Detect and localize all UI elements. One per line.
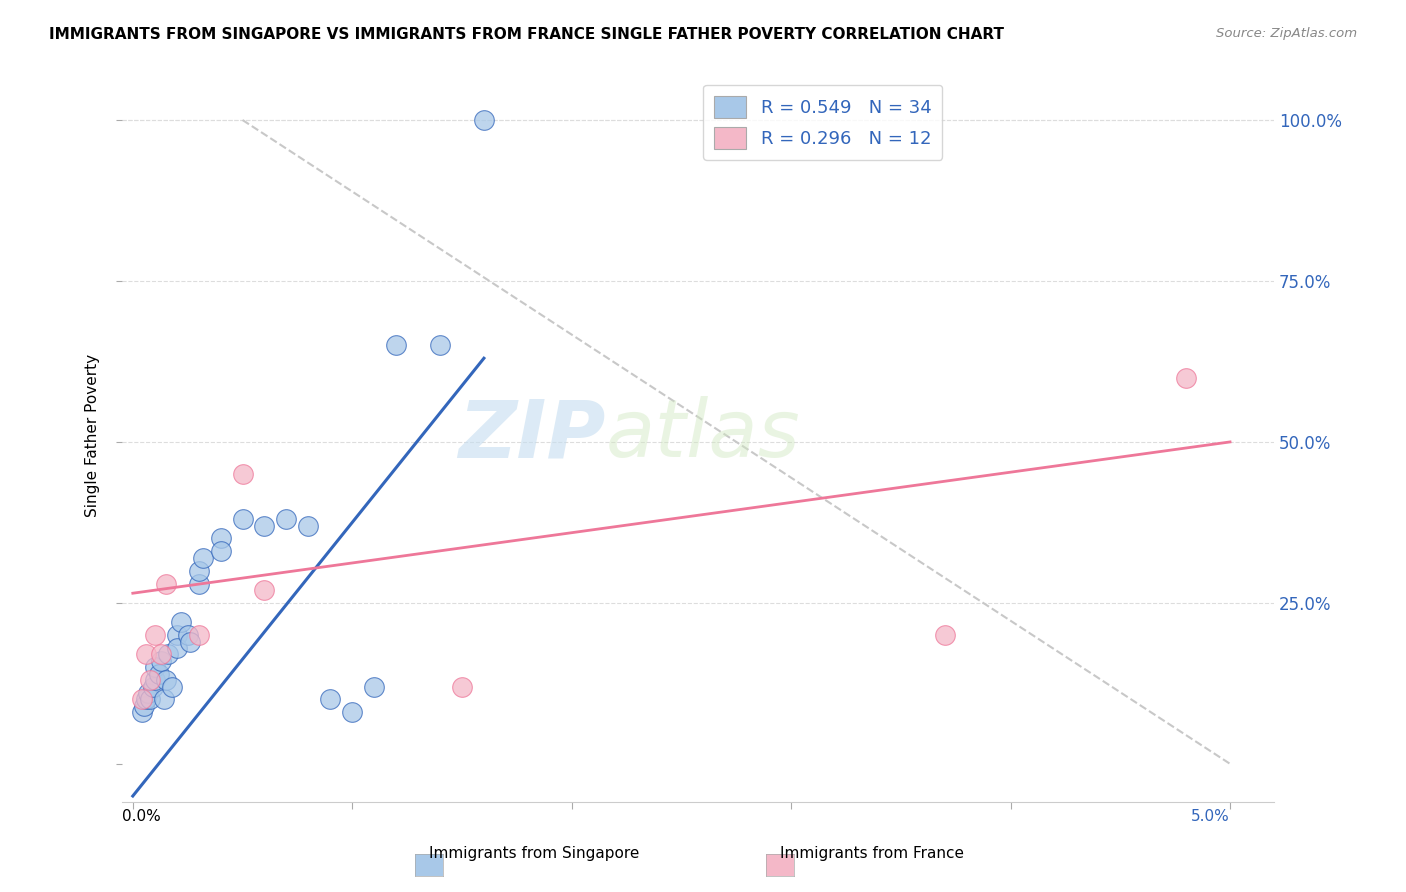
Point [141,680,163,694]
Point [131,692,153,706]
Point [131,706,153,720]
Text: 5.0%: 5.0% [1191,809,1230,824]
Point [187,628,209,642]
Point [156,648,179,662]
Point [179,634,201,648]
Point [253,518,276,533]
Point [135,648,157,662]
Point [152,692,174,706]
Point [253,582,276,597]
Point [150,648,173,662]
Point [143,660,166,674]
Point [276,512,298,526]
Point [139,692,162,706]
Text: atlas: atlas [606,396,800,475]
Point [166,640,188,655]
Point [155,673,177,687]
Point [363,680,385,694]
Point [231,467,253,482]
Text: Immigrants from France: Immigrants from France [780,846,963,861]
Point [187,564,209,578]
Point [148,666,170,681]
Text: Source: ZipAtlas.com: Source: ZipAtlas.com [1216,27,1357,40]
Point [297,518,319,533]
Point [1175,370,1198,384]
Point [150,654,173,668]
Point [342,706,364,720]
Point [135,692,157,706]
Point [139,673,162,687]
Point [191,550,214,565]
Point [132,698,155,713]
Text: ZIP: ZIP [458,396,606,475]
Point [231,512,253,526]
Point [162,680,184,694]
Point [136,686,159,700]
Point [209,532,232,546]
Text: Immigrants from Singapore: Immigrants from Singapore [429,846,640,861]
Point [166,628,188,642]
Point [187,576,209,591]
Text: IMMIGRANTS FROM SINGAPORE VS IMMIGRANTS FROM FRANCE SINGLE FATHER POVERTY CORREL: IMMIGRANTS FROM SINGAPORE VS IMMIGRANTS … [49,27,1004,42]
Point [170,615,193,630]
Point [155,576,177,591]
Point [176,628,198,642]
Point [429,338,451,352]
Point [472,113,495,128]
Point [451,680,474,694]
Text: 0.0%: 0.0% [122,809,160,824]
Point [385,338,408,352]
Point [319,692,342,706]
Point [143,628,166,642]
Point [209,544,232,558]
Point [143,673,166,687]
Y-axis label: Single Father Poverty: Single Father Poverty [86,354,100,517]
Legend: R = 0.549   N = 34, R = 0.296   N = 12: R = 0.549 N = 34, R = 0.296 N = 12 [703,85,942,160]
Point [934,628,956,642]
